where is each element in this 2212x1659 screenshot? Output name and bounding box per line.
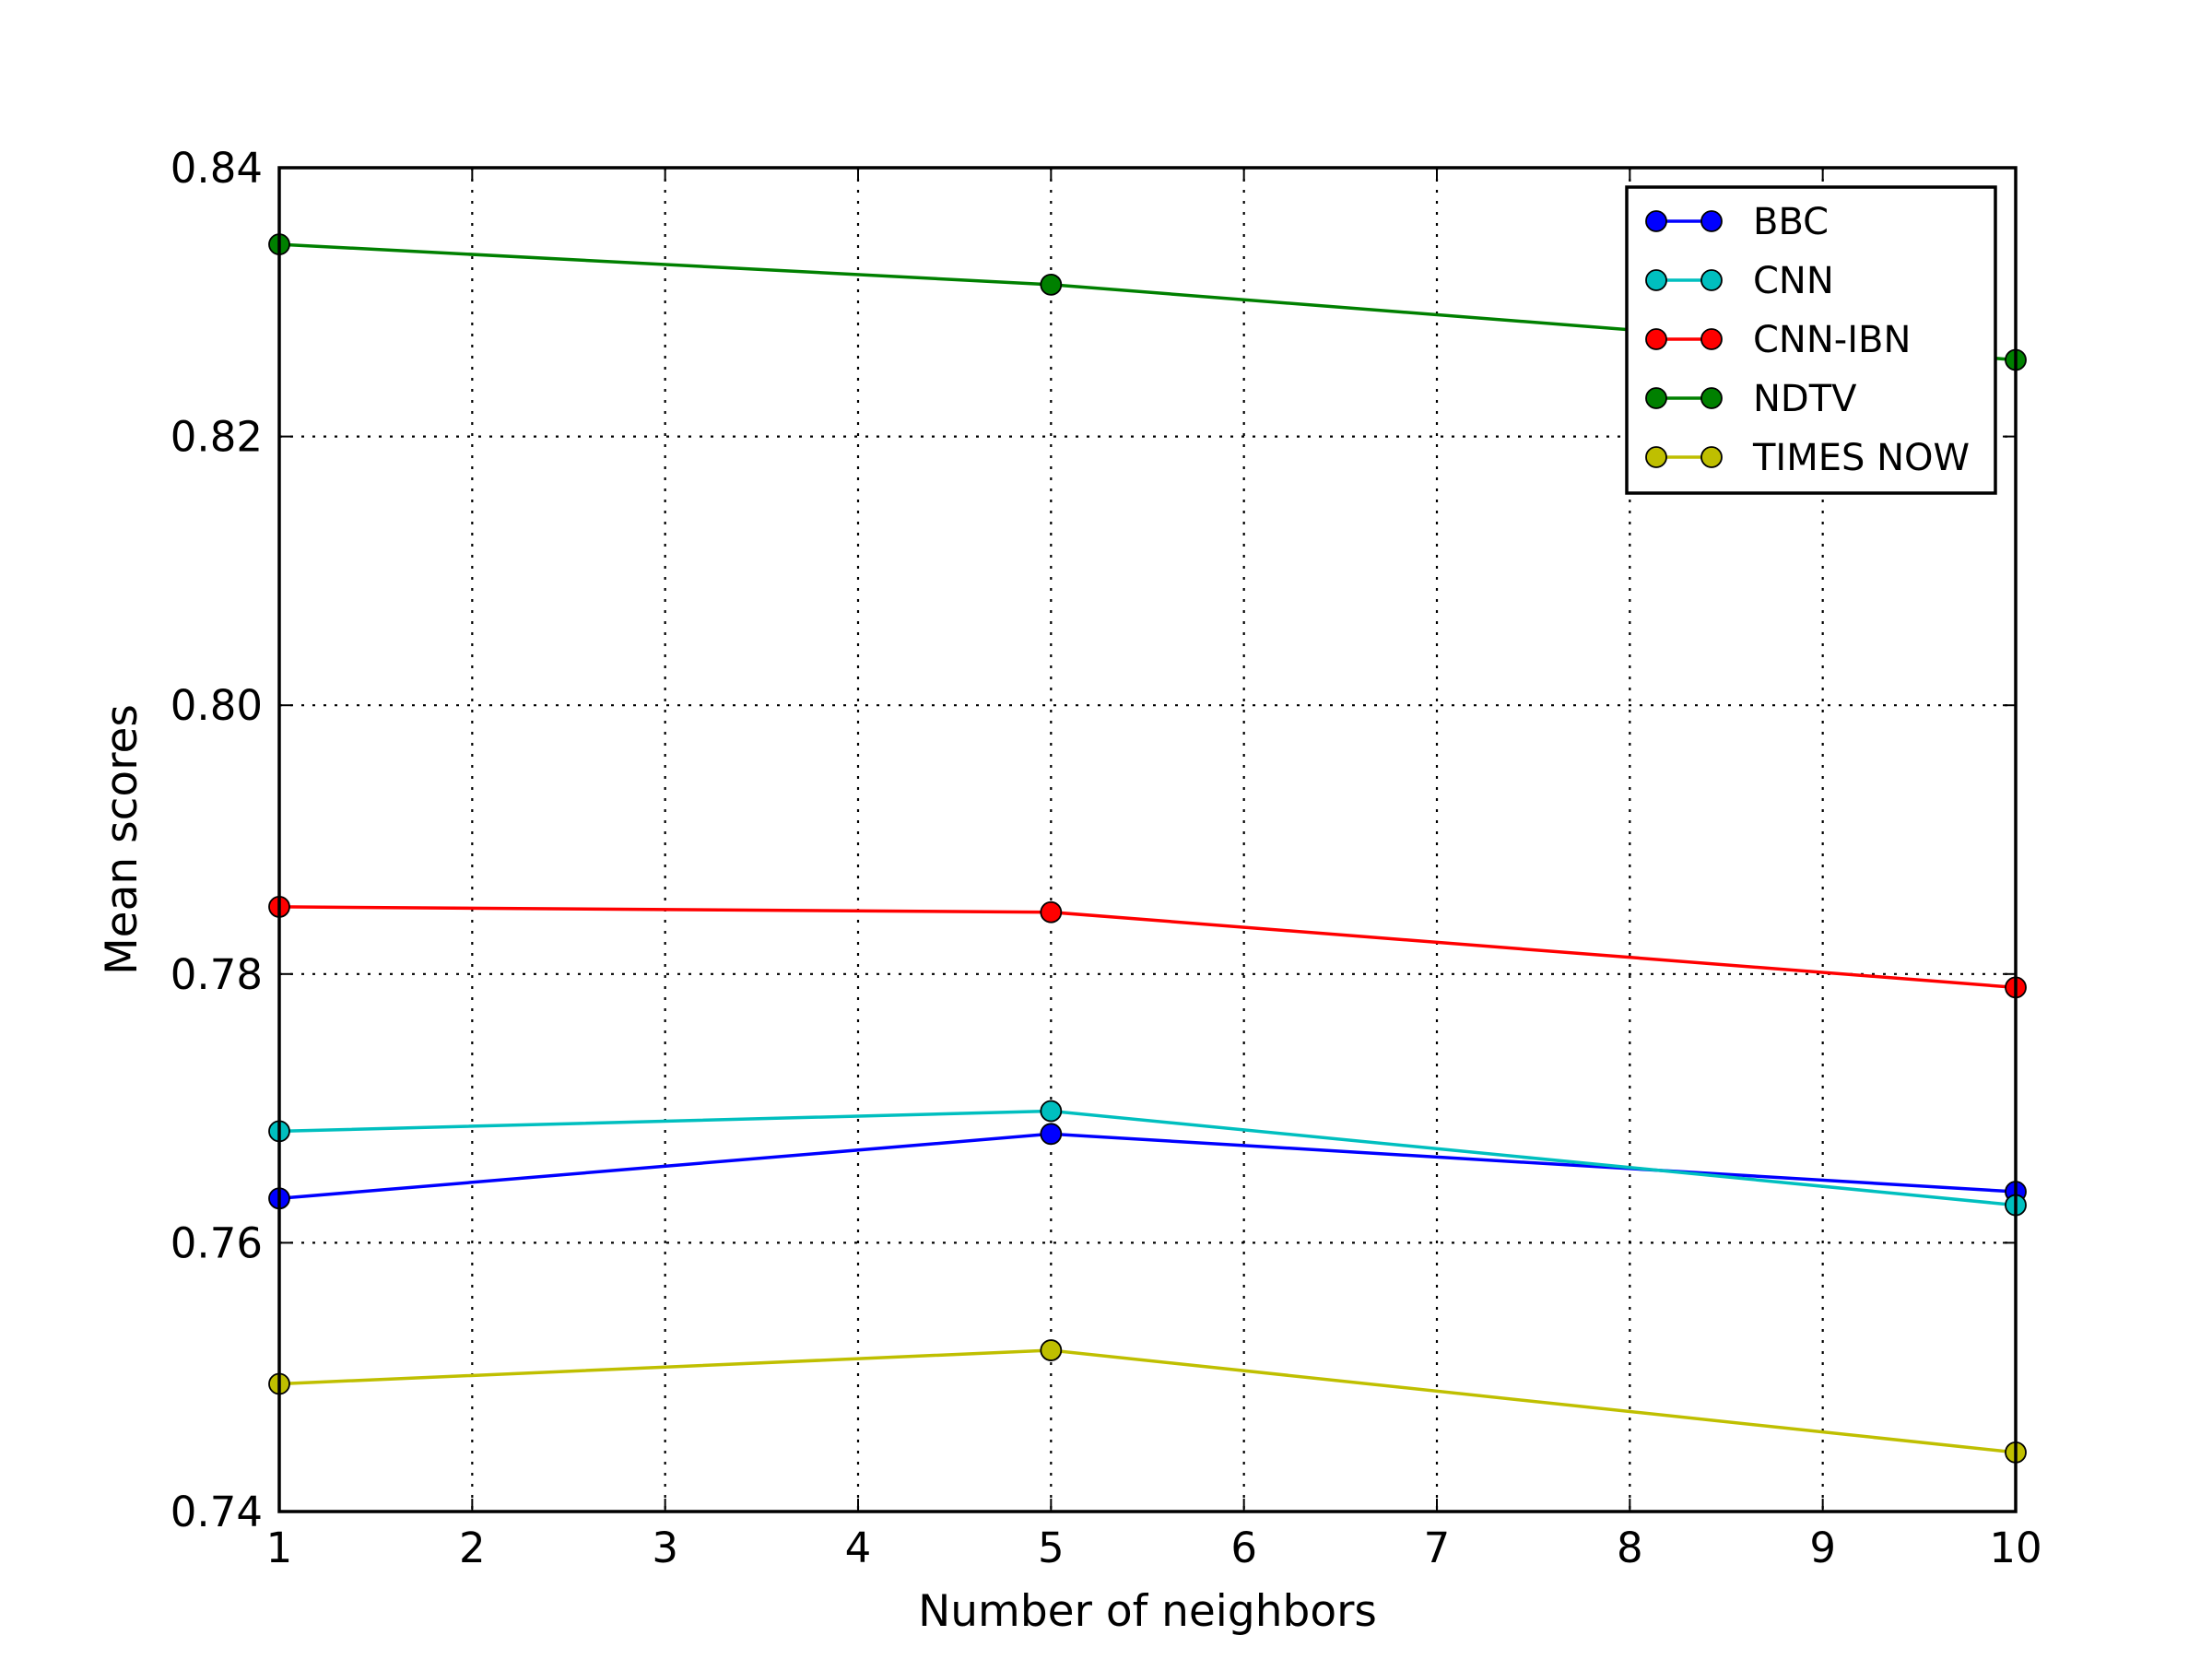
legend-marker-cnn <box>1700 269 1723 291</box>
legend-marker-times-now <box>1700 446 1723 468</box>
data-point-ndtv <box>1040 273 1063 296</box>
series-line-times-now <box>278 1348 2017 1454</box>
y-tick-label: 0.76 <box>171 1218 263 1267</box>
legend-label-ndtv: NDTV <box>1753 378 1857 420</box>
tick-marks <box>278 167 2017 1512</box>
plot-frame <box>277 166 2018 1513</box>
x-tick-label: 6 <box>1230 1524 1257 1572</box>
legend: BBC CNN CNN-IBN NDTV TIMES NOW <box>1625 185 1997 495</box>
y-tick-label: 0.74 <box>171 1488 263 1536</box>
legend-marker-bbc <box>1700 210 1723 232</box>
x-tick-label: 3 <box>652 1524 678 1572</box>
y-tick-label: 0.82 <box>171 413 263 462</box>
x-tick-label: 7 <box>1424 1524 1451 1572</box>
x-axis-label: Number of neighbors <box>918 1586 1377 1637</box>
x-tick-label: 10 <box>1989 1524 2041 1572</box>
series-line-cnn-ibn <box>278 905 2017 990</box>
x-tick-label: 4 <box>845 1524 872 1572</box>
x-tick-labels: 1 2 3 4 5 6 7 8 9 10 <box>266 1524 2042 1572</box>
y-tick-labels: 0.74 0.76 0.78 0.80 0.82 0.84 <box>171 144 263 1536</box>
legend-marker-cnn-ibn <box>1645 328 1667 350</box>
data-point-times-now <box>1040 1339 1063 1361</box>
y-tick-label: 0.80 <box>171 681 263 730</box>
grid <box>279 168 2016 1512</box>
legend-marker-times-now <box>1645 446 1667 468</box>
legend-marker-ndtv <box>1645 387 1667 409</box>
y-tick-label: 0.84 <box>171 144 263 193</box>
legend-marker-cnn-ibn <box>1700 328 1723 350</box>
y-tick-label: 0.78 <box>171 950 263 999</box>
legend-label-cnn: CNN <box>1753 260 1834 302</box>
legend-marker-cnn <box>1645 269 1667 291</box>
x-tick-label: 9 <box>1809 1524 1836 1572</box>
x-tick-label: 5 <box>1038 1524 1065 1572</box>
legend-label-cnn-ibn: CNN-IBN <box>1753 319 1911 361</box>
data-point-cnn <box>1040 1100 1063 1123</box>
x-tick-label: 8 <box>1617 1524 1643 1572</box>
legend-label-bbc: BBC <box>1753 201 1829 243</box>
data-point-bbc <box>1040 1123 1063 1146</box>
legend-label-times-now: TIMES NOW <box>1752 437 1970 479</box>
data-point-cnn-ibn <box>1040 900 1063 924</box>
x-tick-label: 1 <box>266 1524 293 1572</box>
legend-marker-ndtv <box>1700 387 1723 409</box>
series-line-bbc <box>278 1132 2017 1201</box>
y-axis-label: Mean scores <box>97 704 147 975</box>
series-line-cnn <box>278 1109 2017 1207</box>
x-tick-label: 2 <box>459 1524 486 1572</box>
legend-marker-bbc <box>1645 210 1667 232</box>
